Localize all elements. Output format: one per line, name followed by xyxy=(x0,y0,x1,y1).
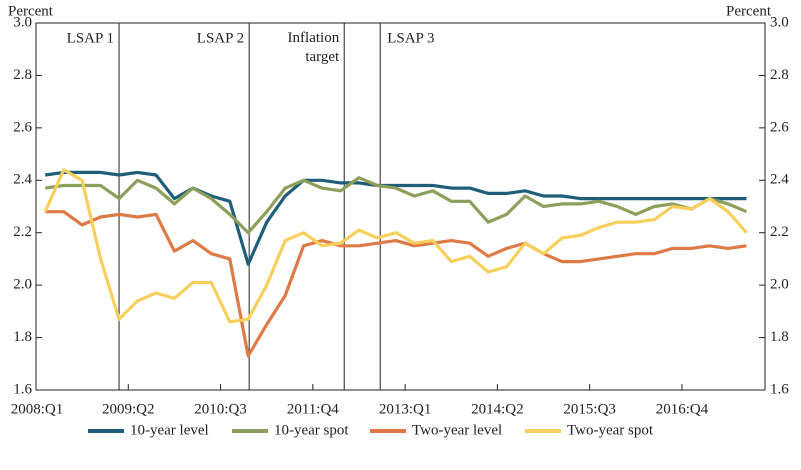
y-tick-label: 2.0 xyxy=(13,277,32,293)
y-tick-label: 2.8 xyxy=(13,67,32,83)
x-tick-label: 2016:Q4 xyxy=(656,401,709,417)
x-tick-label: 2008:Q1 xyxy=(11,401,64,417)
y2-tick-label: 2.8 xyxy=(770,67,789,83)
x-tick-label: 2015:Q3 xyxy=(563,401,616,417)
x-tick-label: 2011:Q4 xyxy=(287,401,339,417)
series-line xyxy=(43,168,748,324)
y-tick-label: 2.2 xyxy=(13,224,32,240)
y2-tick-label: 1.8 xyxy=(770,329,789,345)
x-tick-label: 2013:Q1 xyxy=(379,401,432,417)
x-tick-label: 2014:Q2 xyxy=(471,401,524,417)
y2-tick-label: 2.0 xyxy=(770,277,789,293)
event-label: LSAP 2 xyxy=(197,30,244,46)
series-line xyxy=(44,176,748,235)
y2-tick-label: 2.4 xyxy=(770,172,789,188)
legend-label: 10-year level xyxy=(130,422,209,438)
event-label: Inflation target xyxy=(288,30,340,65)
event-label: LSAP 1 xyxy=(67,30,114,46)
y2-axis-label: Percent xyxy=(726,3,772,19)
y-axis-label: Percent xyxy=(8,3,54,19)
y2-tick-label: 2.6 xyxy=(770,119,789,135)
series-line xyxy=(45,210,747,358)
event-label: LSAP 3 xyxy=(387,30,434,46)
series-line xyxy=(44,170,747,266)
legend-label: Two-year level xyxy=(412,422,502,438)
x-tick-label: 2009:Q2 xyxy=(102,401,155,417)
plot-frame xyxy=(35,22,766,391)
y-tick-label: 1.6 xyxy=(13,381,32,397)
legend-label: 10-year spot xyxy=(274,422,349,438)
y-tick-label: 2.4 xyxy=(13,172,32,188)
y2-tick-label: 2.2 xyxy=(770,224,789,240)
y2-tick-label: 3.0 xyxy=(770,14,789,30)
legend-label: Two-year spot xyxy=(567,422,654,438)
y-tick-label: 3.0 xyxy=(13,14,32,30)
y2-tick-label: 1.6 xyxy=(770,381,789,397)
y-tick-label: 2.6 xyxy=(13,119,32,135)
y-tick-label: 1.8 xyxy=(13,329,32,345)
x-tick-label: 2010:Q3 xyxy=(194,401,247,417)
